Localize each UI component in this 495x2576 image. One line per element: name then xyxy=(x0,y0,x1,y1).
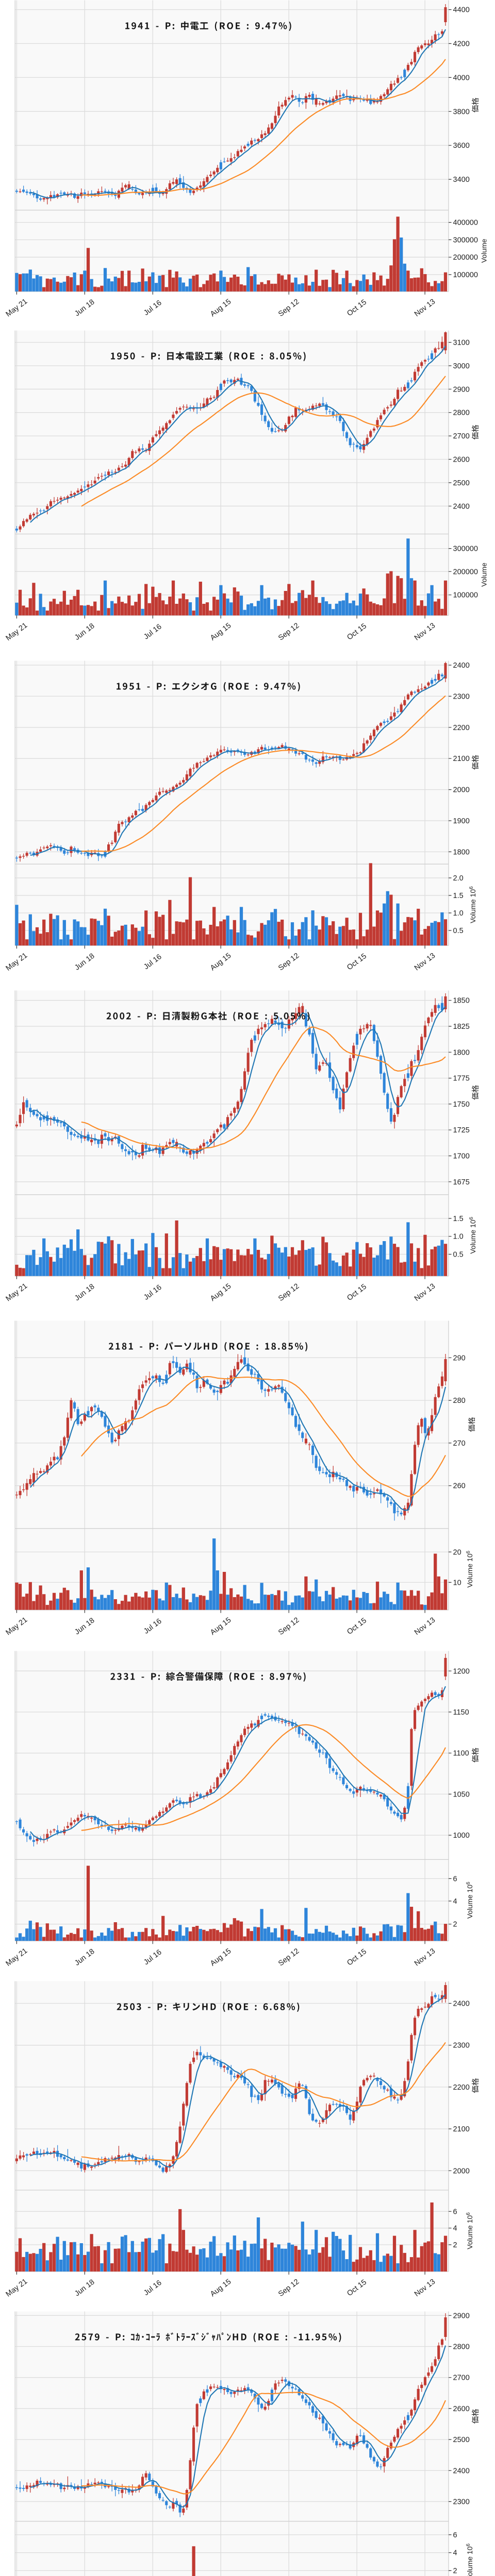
svg-text:280: 280 xyxy=(453,1397,466,1405)
svg-text:2500: 2500 xyxy=(453,2436,470,2444)
svg-text:1.5: 1.5 xyxy=(453,1215,464,1223)
svg-text:1725: 1725 xyxy=(453,1126,470,1134)
svg-text:2200: 2200 xyxy=(453,2083,470,2092)
svg-text:2600: 2600 xyxy=(453,456,470,464)
svg-text:1800: 1800 xyxy=(453,1048,470,1057)
svg-text:2000: 2000 xyxy=(453,2167,470,2175)
svg-text:2500: 2500 xyxy=(453,479,470,487)
svg-text:100000: 100000 xyxy=(453,591,478,600)
svg-text:4400: 4400 xyxy=(453,6,470,14)
svg-text:4: 4 xyxy=(453,2549,457,2557)
svg-text:2100: 2100 xyxy=(453,755,470,763)
svg-text:6: 6 xyxy=(453,2208,457,2216)
svg-text:270: 270 xyxy=(453,1439,466,1448)
svg-text:200000: 200000 xyxy=(453,568,478,576)
svg-text:290: 290 xyxy=(453,1354,466,1362)
svg-text:6: 6 xyxy=(453,2531,457,2539)
svg-text:2300: 2300 xyxy=(453,2498,470,2506)
svg-text:2800: 2800 xyxy=(453,2343,470,2351)
svg-text:4: 4 xyxy=(453,1897,457,1906)
svg-text:2400: 2400 xyxy=(453,2000,470,2008)
svg-text:Volume 106: Volume 106 xyxy=(469,886,477,923)
svg-text:400000: 400000 xyxy=(453,219,478,227)
svg-text:2.0: 2.0 xyxy=(453,874,464,883)
svg-text:2900: 2900 xyxy=(453,385,470,394)
svg-text:3100: 3100 xyxy=(453,339,470,347)
svg-text:2: 2 xyxy=(453,2567,457,2575)
svg-text:2900: 2900 xyxy=(453,2312,470,2320)
svg-text:2800: 2800 xyxy=(453,409,470,417)
svg-text:1850: 1850 xyxy=(453,997,470,1005)
svg-text:Volume: Volume xyxy=(480,239,488,263)
svg-text:Volume 106: Volume 106 xyxy=(466,2212,474,2249)
svg-text:2400: 2400 xyxy=(453,662,470,670)
svg-text:300000: 300000 xyxy=(453,236,478,244)
svg-text:2600: 2600 xyxy=(453,2405,470,2413)
svg-text:4000: 4000 xyxy=(453,74,470,82)
svg-text:2400: 2400 xyxy=(453,502,470,511)
svg-text:3800: 3800 xyxy=(453,108,470,116)
svg-text:Volume 106: Volume 106 xyxy=(469,1216,477,1253)
svg-text:2300: 2300 xyxy=(453,2042,470,2050)
svg-text:1000: 1000 xyxy=(453,1832,470,1840)
svg-text:2: 2 xyxy=(453,2241,457,2249)
svg-text:Volume 106: Volume 106 xyxy=(466,1550,474,1587)
svg-text:3000: 3000 xyxy=(453,362,470,370)
svg-text:0.5: 0.5 xyxy=(453,927,464,935)
svg-text:4: 4 xyxy=(453,2225,457,2233)
svg-text:2300: 2300 xyxy=(453,692,470,701)
svg-text:1775: 1775 xyxy=(453,1075,470,1083)
svg-text:1.5: 1.5 xyxy=(453,892,464,900)
svg-text:1.0: 1.0 xyxy=(453,1233,464,1241)
svg-text:200000: 200000 xyxy=(453,253,478,262)
svg-text:Volume 106: Volume 106 xyxy=(466,2543,474,2576)
svg-text:260: 260 xyxy=(453,1482,466,1490)
svg-text:2400: 2400 xyxy=(453,2467,470,2475)
svg-text:1100: 1100 xyxy=(453,1750,469,1758)
svg-text:2: 2 xyxy=(453,1921,457,1929)
svg-text:1750: 1750 xyxy=(453,1100,470,1109)
svg-text:300000: 300000 xyxy=(453,545,478,553)
svg-text:100000: 100000 xyxy=(453,271,478,279)
svg-text:2100: 2100 xyxy=(453,2125,470,2133)
svg-text:Volume 106: Volume 106 xyxy=(466,1882,474,1919)
svg-text:Volume: Volume xyxy=(480,563,488,587)
svg-text:1825: 1825 xyxy=(453,1023,470,1031)
svg-text:1900: 1900 xyxy=(453,817,470,825)
svg-text:3600: 3600 xyxy=(453,142,470,150)
svg-text:1050: 1050 xyxy=(453,1790,470,1799)
svg-text:2000: 2000 xyxy=(453,786,470,794)
svg-text:3400: 3400 xyxy=(453,176,470,184)
svg-text:2700: 2700 xyxy=(453,432,470,440)
svg-text:0.5: 0.5 xyxy=(453,1251,464,1259)
svg-text:1.0: 1.0 xyxy=(453,909,464,918)
svg-text:2700: 2700 xyxy=(453,2374,470,2382)
svg-text:1675: 1675 xyxy=(453,1178,470,1187)
svg-text:1200: 1200 xyxy=(453,1667,470,1675)
svg-text:10: 10 xyxy=(453,1579,461,1587)
svg-text:1800: 1800 xyxy=(453,848,470,856)
svg-text:1700: 1700 xyxy=(453,1153,470,1161)
svg-text:1150: 1150 xyxy=(453,1708,469,1717)
svg-text:4200: 4200 xyxy=(453,40,470,48)
svg-text:2200: 2200 xyxy=(453,724,470,732)
svg-text:20: 20 xyxy=(453,1548,461,1556)
svg-text:6: 6 xyxy=(453,1875,457,1883)
